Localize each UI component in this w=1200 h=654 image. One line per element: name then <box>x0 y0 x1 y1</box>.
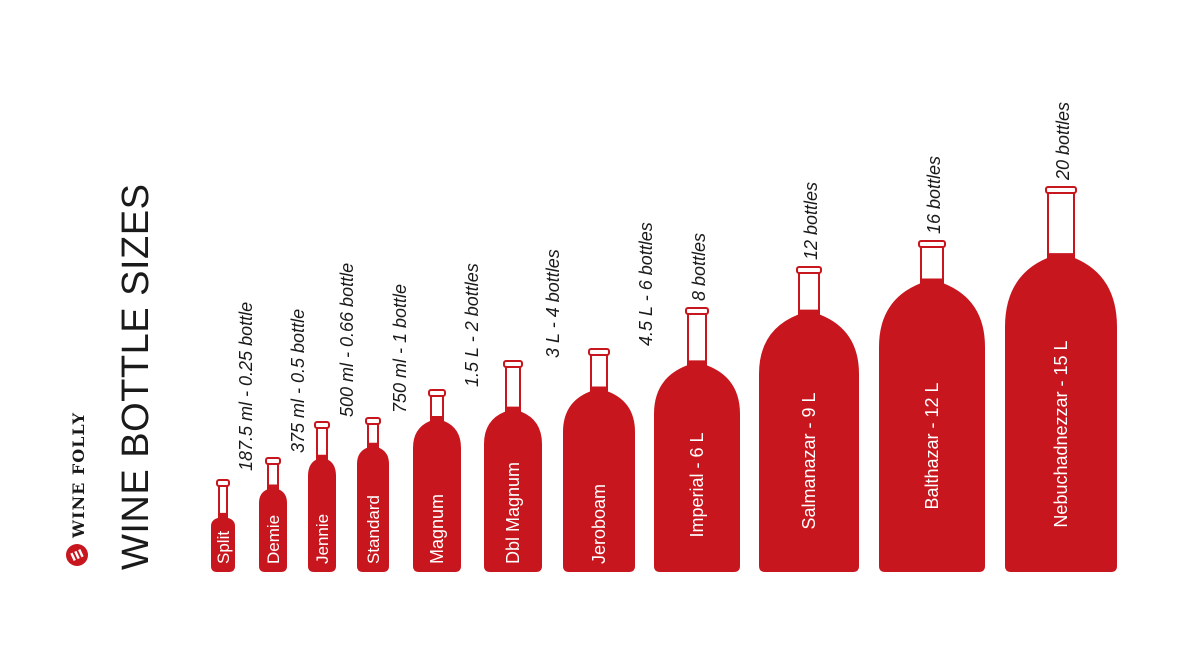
bottle-jennie: Jennie 500 ml - 0.66 bottle <box>308 263 357 572</box>
bottle-body <box>357 421 389 572</box>
bottle-body <box>484 364 542 572</box>
bottle-cap <box>796 266 822 274</box>
bottle-caption: 8 bottles <box>689 233 709 301</box>
bottle-cap <box>365 417 381 425</box>
bottle-body <box>211 483 235 572</box>
bottle-caption: 12 bottles <box>801 182 821 260</box>
bottle-body <box>413 393 461 572</box>
bottle-caption: 500 ml - 0.66 bottle <box>337 263 357 417</box>
bottle-split: Split 187.5 ml - 0.25 bottle <box>211 302 256 572</box>
bottle-neck <box>505 363 521 409</box>
bottle-neck <box>687 310 707 363</box>
bottle-neck <box>798 269 820 312</box>
bottle-body <box>879 244 985 572</box>
bottle-dbl: Dbl Magnum 3 L - 4 bottles <box>484 249 563 572</box>
page-title: WINE BOTTLE SIZES <box>115 184 157 570</box>
bottle-balthazar: Balthazar - 12 L 16 bottles <box>879 156 985 572</box>
bottle-cap <box>1045 186 1077 194</box>
wine-folly-logo-icon <box>66 544 88 566</box>
bottle-caption: 187.5 ml - 0.25 bottle <box>236 302 256 471</box>
bottle-neck <box>1047 189 1075 256</box>
bottle-caption: 20 bottles <box>1053 102 1073 181</box>
bottles-group: Split 187.5 ml - 0.25 bottle Demie 375 ml -… <box>211 102 1117 572</box>
bottle-caption: 750 ml - 1 bottle <box>390 284 410 413</box>
bottle-name-label: Nebuchadnezzar - 15 L <box>1051 340 1071 527</box>
bottle-cap <box>314 421 330 429</box>
bottle-name-label: Dbl Magnum <box>503 462 523 564</box>
bottle-name-label: Jennie <box>313 514 332 564</box>
bottle-caption: 1.5 L - 2 bottles <box>462 263 482 387</box>
bottle-body <box>308 425 336 572</box>
bottle-name-label: Balthazar - 12 L <box>922 382 942 509</box>
bottle-nebuchadnezzar: Nebuchadnezzar - 15 L 20 bottles <box>1005 102 1117 572</box>
bottle-body <box>259 461 287 572</box>
bottle-name-label: Split <box>214 531 233 564</box>
bottle-cap <box>265 457 281 465</box>
bottle-cap <box>503 360 523 368</box>
bottle-caption: 4.5 L - 6 bottles <box>636 222 656 346</box>
bottle-magnum: Magnum 1.5 L - 2 bottles <box>413 263 482 572</box>
bottle-name-label: Salmanazar - 9 L <box>799 392 819 529</box>
bottle-name-label: Standard <box>364 495 383 564</box>
bottle-body <box>1005 190 1117 572</box>
bottle-salmanazar: Salmanazar - 9 L 12 bottles <box>759 182 859 572</box>
bottle-caption: 375 ml - 0.5 bottle <box>288 309 308 453</box>
bottle-body <box>759 270 859 572</box>
bottle-cap <box>685 307 709 315</box>
bottle-imperial: Imperial - 6 L 8 bottles <box>654 233 740 572</box>
bottle-name-label: Jeroboam <box>589 484 609 564</box>
bottle-jeroboam: Jeroboam 4.5 L - 6 bottles <box>563 222 656 572</box>
bottle-body <box>563 352 635 572</box>
brand-name: WINE FOLLY <box>69 412 88 539</box>
bottle-cap <box>588 348 610 356</box>
bottle-standard: Standard 750 ml - 1 bottle <box>357 284 410 572</box>
bottle-name-label: Imperial - 6 L <box>687 432 707 537</box>
bottle-name-label: Demie <box>264 515 283 564</box>
bottle-cap <box>918 240 946 248</box>
bottle-neck <box>316 424 328 457</box>
bottle-caption: 3 L - 4 bottles <box>543 249 563 358</box>
bottle-cap <box>216 479 230 487</box>
bottle-cap <box>428 389 446 397</box>
bottle-neck <box>590 351 608 389</box>
bottle-neck <box>920 243 944 281</box>
bottle-body <box>654 311 740 572</box>
bottle-demie: Demie 375 ml - 0.5 bottle <box>259 309 308 572</box>
bottle-caption: 16 bottles <box>924 156 944 234</box>
bottle-neck <box>218 482 228 515</box>
bottle-name-label: Magnum <box>427 494 447 564</box>
